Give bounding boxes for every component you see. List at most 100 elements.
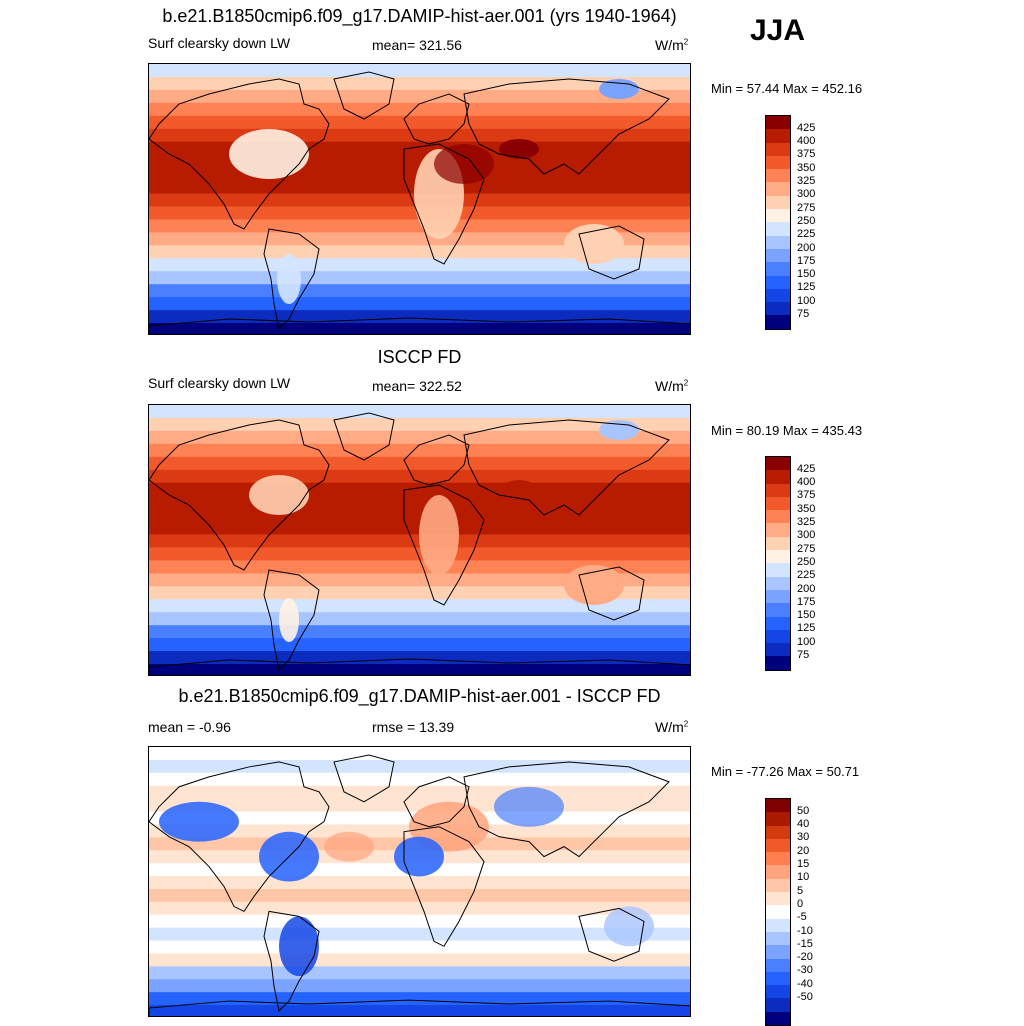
colorbar-tick-label: -30 [797, 964, 813, 977]
colorbar-tick-label: 175 [797, 254, 816, 267]
colorbar-swatch [766, 536, 790, 551]
colorbar-tick-label: 300 [797, 188, 816, 201]
colorbar-tick-label: 350 [797, 161, 816, 174]
colorbar-tick-label: 250 [797, 555, 816, 568]
colorbar-swatch [766, 182, 790, 196]
colorbar-tick-label: 15 [797, 858, 810, 870]
panel3-minmax: Min = -77.26 Max = 50.71 [711, 764, 860, 779]
colorbar-swatch [766, 483, 790, 497]
colorbar-tick-label: 50 [797, 804, 810, 817]
colorbar-tick-label: 325 [797, 516, 816, 528]
colorbar-swatch [766, 275, 790, 289]
panel2-title: ISCCP FD [377, 347, 462, 367]
panel3-units: W/m2 [655, 719, 689, 735]
panel2-units: W/m2 [655, 378, 689, 394]
colorbar-swatch [766, 1011, 790, 1026]
colorbar-tick-label: 275 [797, 201, 816, 214]
colorbar-tick-label: 375 [797, 148, 816, 161]
colorbar-tick-label: 75 [797, 649, 810, 661]
colorbar-swatch [766, 945, 790, 959]
colorbar-swatch [766, 905, 790, 919]
colorbar-swatch [766, 931, 790, 946]
colorbar-swatch [766, 195, 790, 210]
colorbar-swatch [766, 262, 790, 276]
colorbar-tick-label: 250 [797, 214, 816, 227]
colorbar-tick-label: 5 [797, 884, 804, 897]
colorbar-tick-label: 125 [797, 622, 816, 635]
colorbar-swatch [766, 918, 790, 932]
panel3-colorbar: 50 40 30 20 15 10 5 0 -5 -10 -15 -20 -30 -40 -50 [765, 798, 813, 1026]
colorbar-tick-label: 225 [797, 569, 816, 582]
colorbar-tick-label: -10 [797, 924, 813, 937]
colorbar-swatch [766, 825, 790, 839]
colorbar-tick-label: -15 [797, 937, 813, 950]
colorbar-swatch [766, 852, 790, 866]
colorbar-swatch [766, 998, 790, 1012]
colorbar-box [765, 456, 791, 671]
colorbar-tick-label: 425 [797, 121, 816, 134]
panel3-title: b.e21.B1850cmip6.f09_g17.DAMIP-hist-aer.… [178, 686, 661, 706]
colorbar-tick-label: 400 [797, 135, 816, 148]
colorbar-tick-label: 30 [797, 831, 810, 844]
colorbar-box [765, 798, 791, 1026]
colorbar-swatch [766, 470, 790, 484]
colorbar-tick-label: 425 [797, 462, 816, 475]
colorbar-tick-label: -40 [797, 977, 813, 990]
colorbar-swatch [766, 799, 790, 813]
colorbar-tick-label: 100 [797, 294, 816, 307]
colorbar-tick-label: -20 [797, 951, 813, 964]
colorbar-swatch [766, 629, 790, 644]
colorbar-swatch [766, 496, 790, 511]
season-label: JJA [750, 14, 806, 47]
colorbar-swatch [766, 222, 790, 236]
colorbar-tick-label: 375 [797, 489, 816, 502]
colorbar-swatch [766, 603, 790, 617]
panel2-mean: mean= 322.52 [372, 378, 462, 394]
colorbar-tick-label: 275 [797, 542, 816, 555]
colorbar-swatch [766, 878, 790, 893]
panel3-rmse: rmse = 13.39 [372, 719, 455, 735]
panel1-map [148, 63, 691, 335]
colorbar-tick-label: 150 [797, 609, 816, 622]
colorbar-tick-label: 150 [797, 268, 816, 281]
colorbar-tick-label: -50 [797, 991, 813, 1003]
panel2-colorbar: 425 400 375 350 325 300 275 250 225 200 175 150 125 1… [765, 456, 815, 671]
colorbar-swatch [766, 315, 790, 329]
colorbar-swatch [766, 958, 790, 972]
colorbar-swatch [766, 510, 790, 524]
colorbar-tick-label: 75 [797, 308, 810, 320]
panel2-minmax: Min = 80.19 Max = 435.43 [711, 423, 863, 438]
colorbar-swatch [766, 865, 790, 879]
colorbar-swatch [766, 812, 790, 826]
panel2-map [148, 404, 691, 676]
colorbar-swatch [766, 971, 790, 986]
panel1-variable: Surf clearsky down LW [148, 35, 291, 51]
colorbar-swatch [766, 129, 790, 143]
colorbar-tick-label: 40 [797, 818, 810, 831]
colorbar-tick-label: 200 [797, 582, 816, 595]
colorbar-swatch [766, 838, 790, 853]
colorbar-swatch [766, 302, 790, 316]
colorbar-swatch [766, 563, 790, 577]
colorbar-tick-label: 350 [797, 502, 816, 515]
panel1-mean: mean= 321.56 [372, 37, 462, 53]
panel1-units: W/m2 [655, 37, 689, 53]
colorbar-tick-label: 225 [797, 228, 816, 241]
colorbar-swatch [766, 116, 790, 130]
colorbar-swatch [766, 235, 790, 249]
colorbar-swatch [766, 643, 790, 657]
panel1-title: b.e21.B1850cmip6.f09_g17.DAMIP-hist-aer.… [162, 6, 677, 26]
colorbar-swatch [766, 656, 790, 670]
colorbar-tick-label: 20 [797, 844, 810, 857]
colorbar-tick-label: 0 [797, 897, 804, 910]
colorbar-tick-label: 400 [797, 476, 816, 489]
panel1-minmax: Min = 57.44 Max = 452.16 [711, 81, 863, 96]
colorbar-tick-label: 200 [797, 241, 816, 254]
colorbar-swatch [766, 523, 790, 537]
colorbar-swatch [766, 550, 790, 564]
colorbar-swatch [766, 457, 790, 471]
colorbar-tick-label: 10 [797, 871, 810, 884]
colorbar-swatch [766, 209, 790, 223]
colorbar-box [765, 115, 791, 330]
colorbar-tick-label: 175 [797, 595, 816, 608]
